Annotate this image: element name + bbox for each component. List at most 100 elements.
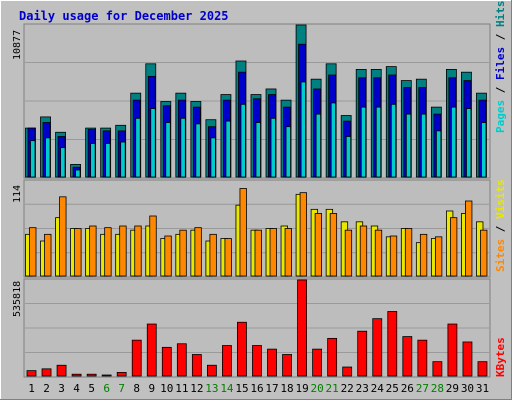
bar-pages-day-18 bbox=[285, 126, 291, 178]
bar-sites-day-2 bbox=[44, 233, 52, 277]
day-label-26: 26 bbox=[401, 382, 414, 395]
day-label-27: 27 bbox=[416, 382, 429, 395]
bar-pages-day-25 bbox=[390, 103, 397, 178]
bar-sites-day-25 bbox=[389, 235, 398, 277]
bar-kbytes-day-11 bbox=[176, 343, 187, 377]
day-label-8: 8 bbox=[133, 382, 140, 395]
bar-pages-day-1 bbox=[30, 140, 36, 178]
day-label-29: 29 bbox=[446, 382, 459, 395]
bar-kbytes-day-13 bbox=[206, 364, 217, 377]
bar-pages-day-9 bbox=[150, 108, 156, 178]
bar-pages-day-30 bbox=[466, 108, 472, 178]
bar-kbytes-day-25 bbox=[387, 311, 398, 377]
bar-pages-day-2 bbox=[45, 137, 51, 178]
bar-pages-day-27 bbox=[420, 113, 427, 178]
bar-kbytes-day-8 bbox=[131, 339, 142, 377]
bar-sites-day-23 bbox=[359, 225, 368, 277]
bar-sites-day-11 bbox=[179, 229, 187, 277]
bar-pages-day-19 bbox=[300, 81, 306, 178]
legend-files: Files bbox=[494, 47, 507, 80]
bar-sites-day-6 bbox=[104, 227, 112, 277]
bar-pages-day-24 bbox=[375, 106, 382, 178]
bar-pages-day-5 bbox=[90, 143, 96, 178]
bar-kbytes-day-30 bbox=[462, 341, 473, 377]
bar-sites-day-5 bbox=[89, 225, 97, 277]
bar-kbytes-day-24 bbox=[372, 318, 383, 377]
bar-kbytes-day-1 bbox=[26, 370, 37, 377]
day-label-4: 4 bbox=[73, 382, 80, 395]
bar-kbytes-day-5 bbox=[86, 373, 97, 377]
bar-sites-day-18 bbox=[284, 228, 292, 277]
day-label-18: 18 bbox=[280, 382, 293, 395]
day-label-20: 20 bbox=[311, 382, 324, 395]
bar-pages-day-26 bbox=[405, 113, 412, 178]
legend-visits: Visits bbox=[494, 179, 507, 219]
bar-kbytes-day-28 bbox=[432, 361, 443, 377]
bar-sites-day-27 bbox=[419, 233, 428, 277]
bar-kbytes-day-20 bbox=[312, 348, 323, 377]
bar-pages-day-7 bbox=[120, 141, 126, 178]
panel-middle-legend: Sites / Visits bbox=[494, 179, 507, 272]
day-label-6: 6 bbox=[103, 382, 110, 395]
bar-pages-day-16 bbox=[255, 122, 261, 178]
bar-kbytes-day-10 bbox=[161, 346, 172, 377]
bar-kbytes-day-4 bbox=[71, 373, 82, 377]
panel-middle-max-label: 114 bbox=[12, 185, 23, 203]
bar-pages-day-23 bbox=[360, 106, 367, 178]
bar-pages-day-31 bbox=[481, 122, 487, 178]
day-label-9: 9 bbox=[148, 382, 155, 395]
bar-sites-day-1 bbox=[29, 227, 37, 277]
bar-kbytes-day-16 bbox=[252, 345, 262, 377]
day-label-3: 3 bbox=[58, 382, 65, 395]
bar-sites-day-9 bbox=[149, 215, 157, 277]
bar-pages-day-21 bbox=[330, 102, 337, 178]
chart-title: Daily usage for December 2025 bbox=[19, 9, 229, 23]
bar-sites-day-22 bbox=[344, 229, 353, 277]
day-label-2: 2 bbox=[43, 382, 50, 395]
bar-pages-day-13 bbox=[210, 137, 216, 178]
bar-kbytes-day-6 bbox=[101, 374, 112, 377]
day-label-15: 15 bbox=[235, 382, 248, 395]
bar-pages-day-10 bbox=[165, 122, 171, 178]
bar-pages-day-8 bbox=[135, 117, 141, 178]
day-label-28: 28 bbox=[431, 382, 444, 395]
day-label-23: 23 bbox=[356, 382, 369, 395]
bar-sites-day-21 bbox=[329, 213, 338, 277]
day-label-22: 22 bbox=[341, 382, 354, 395]
bar-pages-day-4 bbox=[75, 169, 81, 178]
legend-separator-2: / bbox=[494, 27, 507, 47]
day-label-11: 11 bbox=[175, 382, 188, 395]
bar-sites-day-16 bbox=[254, 229, 262, 277]
bar-sites-day-26 bbox=[404, 228, 413, 277]
bar-pages-day-20 bbox=[315, 113, 322, 178]
panel-top-legend: Pages / Files / Hits bbox=[494, 1, 507, 134]
bar-sites-day-29 bbox=[449, 217, 458, 277]
bar-sites-day-31 bbox=[480, 229, 488, 277]
day-label-17: 17 bbox=[265, 382, 278, 395]
day-label-7: 7 bbox=[118, 382, 125, 395]
legend-separator-3: / bbox=[494, 219, 507, 239]
day-label-25: 25 bbox=[386, 382, 399, 395]
bar-kbytes-day-22 bbox=[342, 366, 353, 377]
bar-sites-day-7 bbox=[119, 225, 127, 277]
legend-pages: Pages bbox=[494, 100, 507, 133]
bar-pages-day-17 bbox=[270, 117, 276, 178]
day-label-16: 16 bbox=[250, 382, 263, 395]
bar-pages-day-12 bbox=[195, 123, 201, 178]
bar-pages-day-15 bbox=[240, 103, 246, 178]
bar-kbytes-day-17 bbox=[267, 348, 277, 377]
panel-top-max-label: 10877 bbox=[12, 30, 23, 60]
day-label-30: 30 bbox=[461, 382, 474, 395]
bar-kbytes-day-21 bbox=[327, 337, 338, 377]
bar-kbytes-day-27 bbox=[417, 339, 428, 377]
day-labels: 1 2 3 4 5 6 7 8 9 10 11 12 13 14 15 16 17 18 19 20 21 22 23 24 2… bbox=[28, 382, 489, 395]
bar-kbytes-day-2 bbox=[41, 368, 52, 377]
bar-kbytes-day-3 bbox=[56, 364, 67, 377]
day-label-24: 24 bbox=[371, 382, 385, 395]
bar-pages-day-28 bbox=[435, 130, 442, 178]
bar-sites-day-17 bbox=[269, 228, 277, 277]
day-label-19: 19 bbox=[295, 382, 308, 395]
legend-kbytes: KBytes bbox=[494, 337, 507, 377]
bar-kbytes-day-7 bbox=[116, 372, 127, 377]
